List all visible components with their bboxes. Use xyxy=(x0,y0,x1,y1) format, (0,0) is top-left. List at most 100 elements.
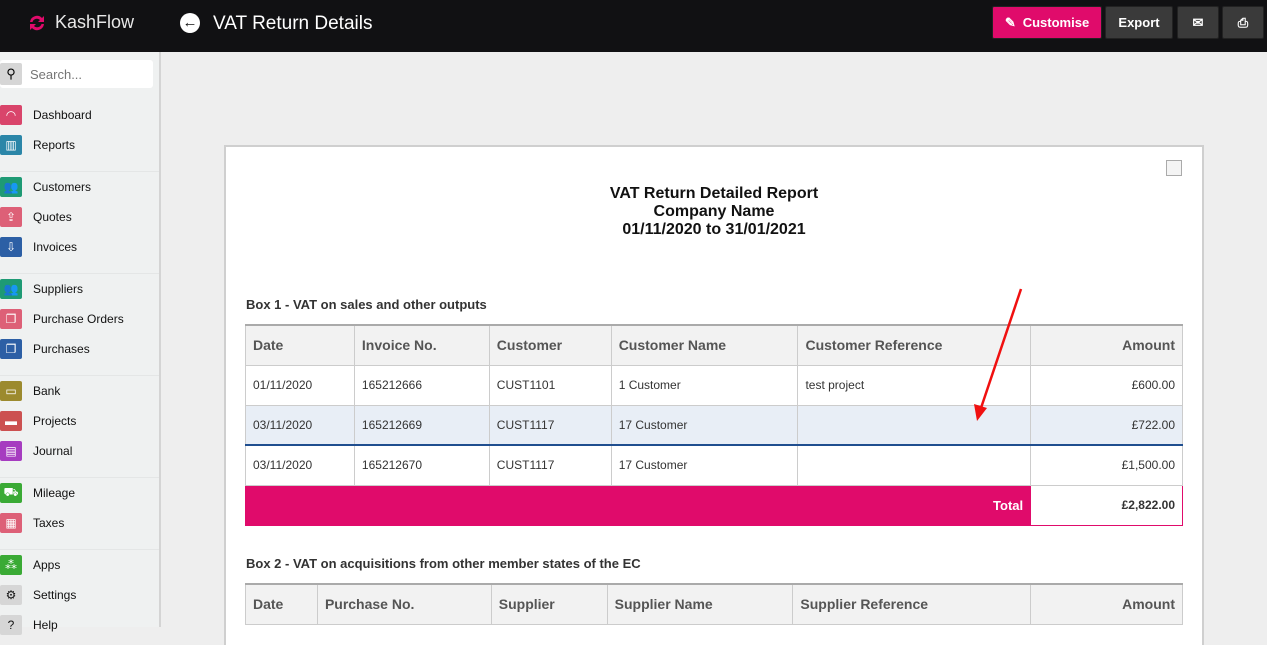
sidebar-item-dashboard[interactable]: ◠ Dashboard xyxy=(0,100,159,130)
sidebar-item-label: Journal xyxy=(33,444,73,458)
box1-heading: Box 1 - VAT on sales and other outputs xyxy=(246,297,487,312)
customise-button[interactable]: ✎ Customise xyxy=(992,6,1102,39)
report-header: VAT Return Detailed Report Company Name … xyxy=(226,185,1202,239)
sidebar-item-label: Purchases xyxy=(33,342,90,356)
sidebar-item-bank[interactable]: ▭ Bank xyxy=(0,376,159,406)
table-cell: 03/11/2020 xyxy=(245,444,355,486)
table-cell: 17 Customer xyxy=(610,444,799,486)
table-row[interactable]: 03/11/2020 165212669 CUST1117 17 Customer £7… xyxy=(245,404,1183,446)
sidebar-item-settings[interactable]: ⚙ Settings xyxy=(0,580,159,610)
dashboard-icon: ◠ xyxy=(0,105,22,125)
sidebar-item-label: Help xyxy=(33,618,58,632)
sidebar-group: ⛟ Mileage ▦ Taxes xyxy=(0,477,159,538)
table-cell: 165212669 xyxy=(353,404,490,446)
report-paper: VAT Return Detailed Report Company Name … xyxy=(224,145,1204,645)
invoices-icon: ⇩ xyxy=(0,237,22,257)
export-button[interactable]: Export xyxy=(1105,6,1173,39)
table-cell: 17 Customer xyxy=(610,404,799,446)
column-header: Amount xyxy=(1030,583,1183,625)
column-header: Amount xyxy=(1030,324,1183,366)
sidebar-group: 👥 Suppliers ❐ Purchase Orders ❐ Purchases xyxy=(0,273,159,364)
sidebar-group: ▭ Bank ▬ Projects ▤ Journal xyxy=(0,375,159,466)
sidebar-item-label: Purchase Orders xyxy=(33,312,124,326)
sidebar-item-apps[interactable]: ⁂ Apps xyxy=(0,550,159,580)
sidebar-item-customers[interactable]: 👥 Customers xyxy=(0,172,159,202)
table-cell: CUST1101 xyxy=(488,364,612,406)
report-title: VAT Return Detailed Report xyxy=(609,185,819,202)
table-cell xyxy=(797,404,1032,446)
search-icon[interactable]: ⚲ xyxy=(0,63,22,85)
sidebar-item-projects[interactable]: ▬ Projects xyxy=(0,406,159,436)
search-box: ⚲ xyxy=(0,60,153,88)
page-title: VAT Return Details xyxy=(213,13,373,34)
total-label: Total xyxy=(244,484,1032,526)
table-cell: 01/11/2020 xyxy=(245,364,355,406)
suppliers-icon: 👥 xyxy=(0,279,22,299)
sidebar-item-journal[interactable]: ▤ Journal xyxy=(0,436,159,466)
sidebar-item-label: Suppliers xyxy=(33,282,84,296)
search-input[interactable] xyxy=(30,64,148,84)
table-cell: 165212670 xyxy=(353,444,490,486)
bank-icon: ▭ xyxy=(0,381,22,401)
purchases-icon: ❐ xyxy=(0,339,22,359)
customers-icon: 👥 xyxy=(0,177,22,197)
sidebar-item-quotes[interactable]: ⇪ Quotes xyxy=(0,202,159,232)
envelope-icon: ✉ xyxy=(1192,14,1204,30)
sidebar-item-label: Apps xyxy=(33,558,61,572)
quotes-icon: ⇪ xyxy=(0,207,22,227)
sidebar-item-purchases[interactable]: ❐ Purchases xyxy=(0,334,159,364)
table-cell: £600.00 xyxy=(1030,364,1183,406)
email-button[interactable]: ✉ xyxy=(1177,6,1219,39)
sidebar-group: 👥 Customers ⇪ Quotes ⇩ Invoices xyxy=(0,171,159,262)
table-row[interactable]: 03/11/2020 165212670 CUST1117 17 Customer £1… xyxy=(245,444,1183,486)
column-header: Purchase No. xyxy=(316,583,492,625)
total-value: £2,822.00 xyxy=(1030,484,1183,526)
back-arrow-icon[interactable]: ← xyxy=(180,13,200,33)
apps-icon: ⁂ xyxy=(0,555,22,575)
sidebar-item-help[interactable]: ? Help xyxy=(0,610,159,640)
sidebar-group: ⁂ Apps ⚙ Settings? Help xyxy=(0,549,159,640)
column-header: Supplier Name xyxy=(606,583,794,625)
print-button[interactable]: ⎙ xyxy=(1222,6,1264,39)
help-icon: ? xyxy=(0,615,22,635)
sidebar-item-label: Mileage xyxy=(33,486,76,500)
sidebar-item-reports[interactable]: ▥ Reports xyxy=(0,130,159,160)
journal-icon: ▤ xyxy=(0,441,22,461)
sidebar-item-mileage[interactable]: ⛟ Mileage xyxy=(0,478,159,508)
column-header: Date xyxy=(245,324,355,366)
sidebar-item-suppliers[interactable]: 👥 Suppliers xyxy=(0,274,159,304)
pencil-icon: ✎ xyxy=(1004,14,1016,30)
table-cell: £722.00 xyxy=(1030,404,1183,446)
column-header: Customer Reference xyxy=(797,324,1032,366)
sidebar-item-purchase-orders[interactable]: ❐ Purchase Orders xyxy=(0,304,159,334)
sidebar: ⚲ ◠ Dashboard ▥ Reports 👥 Customers ⇪ Quotes ⇩ In… xyxy=(0,52,161,635)
table-cell: 03/11/2020 xyxy=(245,404,355,446)
table-cell: CUST1117 xyxy=(488,404,612,446)
app-name: KashFlow xyxy=(55,12,135,32)
sidebar-item-label: Dashboard xyxy=(33,108,92,122)
box1-table: Date Invoice No. Customer Customer Name Cust… xyxy=(244,324,1183,526)
sidebar-item-label: Reports xyxy=(33,138,76,152)
sidebar-item-taxes[interactable]: ▦ Taxes xyxy=(0,508,159,538)
column-header: Invoice No. xyxy=(353,324,490,366)
sidebar-nav: ◠ Dashboard ▥ Reports 👥 Customers ⇪ Quotes ⇩ Invo… xyxy=(0,100,159,640)
column-header: Supplier xyxy=(490,583,608,625)
table-row[interactable]: 01/11/2020 165212666 CUST1101 1 Customer tes… xyxy=(245,364,1183,406)
table-cell: 1 Customer xyxy=(610,364,799,406)
company-name: Company Name xyxy=(653,203,775,220)
purchase-orders-icon: ❐ xyxy=(0,309,22,329)
projects-icon: ▬ xyxy=(0,411,22,431)
kashflow-logo[interactable]: KashFlow xyxy=(27,12,134,33)
box2-table: Date Purchase No. Supplier Supplier Name Sup… xyxy=(245,583,1183,625)
sidebar-item-label: Quotes xyxy=(33,210,72,224)
settings-icon: ⚙ xyxy=(0,585,22,605)
table-cell: test project xyxy=(797,364,1032,406)
sidebar-item-label: Taxes xyxy=(33,516,65,530)
broken-image-icon xyxy=(1166,160,1182,176)
column-header: Supplier Reference xyxy=(792,583,1032,625)
table-cell: CUST1117 xyxy=(488,444,612,486)
table-cell: £1,500.00 xyxy=(1030,444,1183,486)
sidebar-group: ◠ Dashboard ▥ Reports xyxy=(0,100,159,160)
sidebar-item-invoices[interactable]: ⇩ Invoices xyxy=(0,232,159,262)
total-row: Total £2,822.00 xyxy=(244,484,1183,526)
